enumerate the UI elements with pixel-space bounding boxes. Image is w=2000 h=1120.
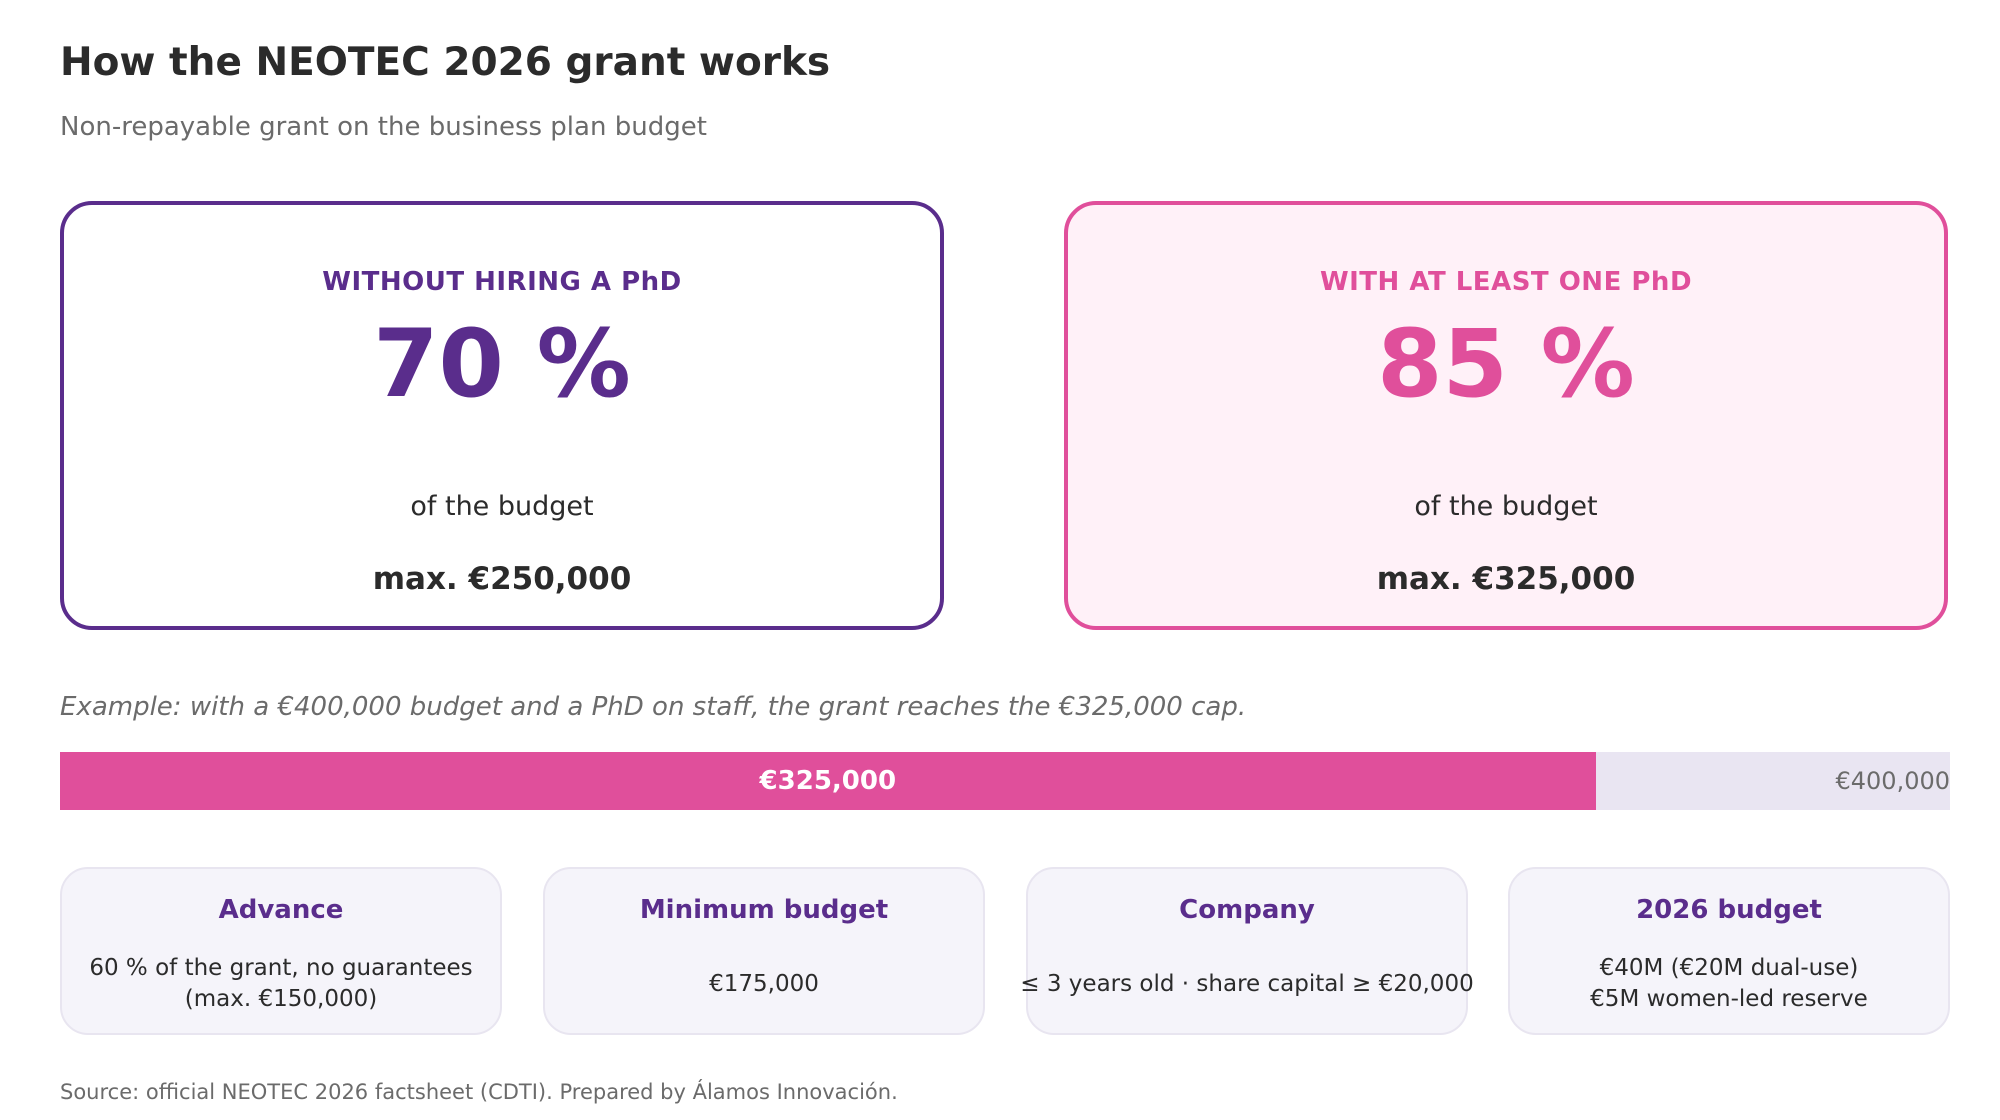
info-card-text: 60 % of the grant, no guarantees (max. €… [89,955,473,1012]
info-card-minimum-budget: Minimum budget €175,000 [543,867,985,1035]
card-of-budget-text: of the budget [410,491,594,522]
info-card-title: 2026 budget [1636,895,1822,925]
card-of-budget-text: of the budget [1414,491,1598,522]
info-card-text: €175,000 [709,970,819,997]
page-title: How the NEOTEC 2026 grant works [60,40,831,85]
info-card-text: ≤ 3 years old · share capital ≥ €20,000 [1020,970,1474,997]
card-label: WITH AT LEAST ONE PhD [1319,267,1693,297]
card-percentage: 70 % [373,310,631,419]
example-caption: Example: with a €400,000 budget and a Ph… [60,692,1247,722]
source-note: Source: official NEOTEC 2026 factsheet (… [60,1080,898,1104]
info-card-advance: Advance 60 % of the grant, no guarantees… [60,867,502,1035]
card-without-phd: WITHOUT HIRING A PhD 70 % of the budget … [60,201,944,630]
card-percentage: 85 % [1377,310,1635,419]
card-label: WITHOUT HIRING A PhD [322,267,682,297]
card-with-phd: WITH AT LEAST ONE PhD 85 % of the budget… [1064,201,1948,630]
budget-total-label: €400,000 [1835,767,1950,795]
card-max-amount: max. €250,000 [372,561,632,597]
info-card-company: Company ≤ 3 years old · share capital ≥ … [1020,867,1474,1035]
budget-progress-bar: €325,000 €400,000 [60,752,1950,810]
grant-amount-label: €325,000 [759,766,897,796]
info-card-title: Advance [218,895,344,925]
info-card-title: Minimum budget [639,895,889,925]
info-card-text: €40M (€20M dual-use) €5M women-led reser… [1590,955,1868,1012]
page-subtitle: Non-repayable grant on the business plan… [60,112,707,142]
info-card-2026-budget: 2026 budget €40M (€20M dual-use) €5M wom… [1508,867,1950,1035]
grant-fill: €325,000 [60,752,1596,810]
info-card-title: Company [1179,895,1315,925]
card-max-amount: max. €325,000 [1376,561,1636,597]
